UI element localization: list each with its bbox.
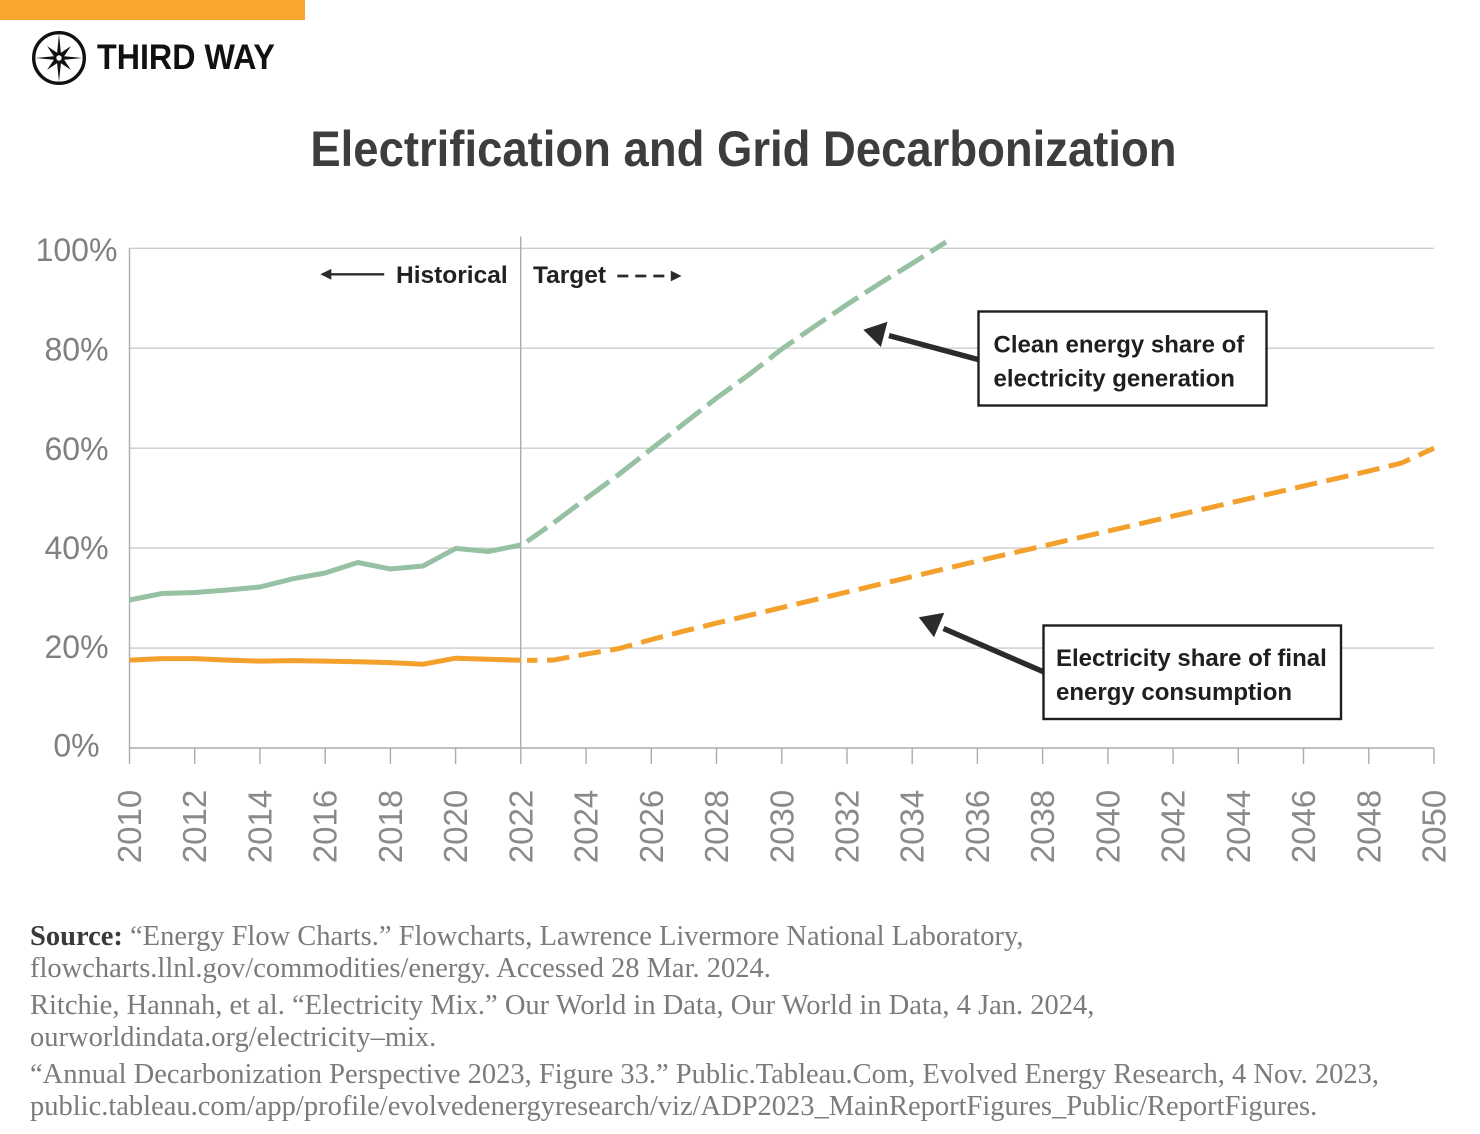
svg-text:2012: 2012 [176,790,213,863]
svg-text:2026: 2026 [633,790,670,863]
svg-text:2034: 2034 [894,790,931,863]
svg-text:2040: 2040 [1089,790,1126,863]
svg-text:electricity generation: electricity generation [994,366,1235,393]
svg-text:2010: 2010 [111,790,148,863]
svg-text:20%: 20% [44,629,108,665]
svg-text:2048: 2048 [1350,790,1387,863]
svg-text:80%: 80% [44,332,108,368]
svg-text:Target: Target [533,262,606,289]
svg-text:40%: 40% [44,530,108,566]
svg-text:energy consumption: energy consumption [1056,679,1292,706]
svg-text:Electricity share of final: Electricity share of final [1056,645,1327,672]
svg-text:2050: 2050 [1416,790,1453,863]
svg-text:2032: 2032 [829,790,866,863]
svg-text:2014: 2014 [241,790,278,863]
svg-text:2044: 2044 [1220,790,1257,863]
svg-text:2036: 2036 [959,790,996,863]
svg-text:Clean energy share of: Clean energy share of [994,332,1246,359]
svg-text:2030: 2030 [763,790,800,863]
svg-text:60%: 60% [44,431,108,467]
svg-text:100%: 100% [36,232,118,268]
svg-text:2042: 2042 [1155,790,1192,863]
svg-text:2022: 2022 [502,790,539,863]
svg-text:2028: 2028 [698,790,735,863]
svg-text:0%: 0% [53,727,99,763]
svg-text:Historical: Historical [396,262,508,289]
svg-text:2038: 2038 [1024,790,1061,863]
svg-text:2024: 2024 [568,790,605,863]
svg-text:2018: 2018 [372,790,409,863]
svg-text:2020: 2020 [437,790,474,863]
svg-text:2016: 2016 [307,790,344,863]
svg-text:2046: 2046 [1285,790,1322,863]
